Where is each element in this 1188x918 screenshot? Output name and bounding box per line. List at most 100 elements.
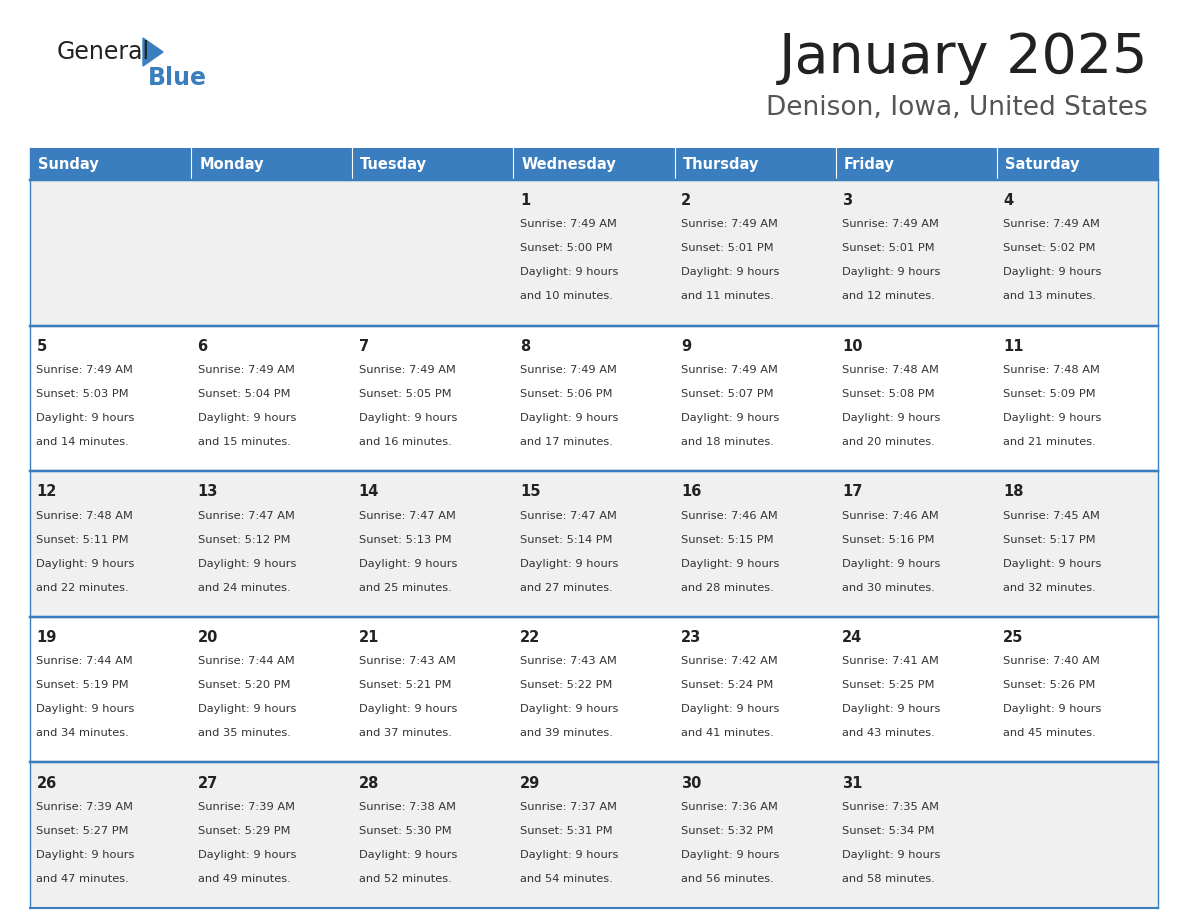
Text: Monday: Monday (200, 156, 264, 172)
Text: Sunrise: 7:44 AM: Sunrise: 7:44 AM (197, 656, 295, 666)
Bar (353, 180, 513, 326)
Text: Sunset: 5:32 PM: Sunset: 5:32 PM (681, 825, 773, 835)
Text: 2: 2 (681, 193, 691, 208)
Text: Sunset: 5:14 PM: Sunset: 5:14 PM (520, 534, 612, 544)
Text: Daylight: 9 hours: Daylight: 9 hours (842, 558, 941, 568)
Text: Sunrise: 7:49 AM: Sunrise: 7:49 AM (520, 219, 617, 230)
Text: and 35 minutes.: and 35 minutes. (197, 728, 290, 738)
Text: Daylight: 9 hours: Daylight: 9 hours (842, 267, 941, 277)
Text: Sunrise: 7:49 AM: Sunrise: 7:49 AM (681, 365, 778, 375)
Text: 25: 25 (1004, 630, 1024, 645)
Text: Sunset: 5:03 PM: Sunset: 5:03 PM (37, 389, 129, 399)
Text: Sunrise: 7:36 AM: Sunrise: 7:36 AM (681, 801, 778, 812)
Text: Daylight: 9 hours: Daylight: 9 hours (681, 413, 779, 423)
Bar (30, 148, 191, 180)
Bar (191, 180, 353, 326)
Text: 14: 14 (359, 485, 379, 499)
Bar (835, 180, 997, 326)
Text: Sunset: 5:01 PM: Sunset: 5:01 PM (681, 243, 773, 253)
Text: Sunrise: 7:46 AM: Sunrise: 7:46 AM (842, 510, 939, 521)
Text: 11: 11 (1004, 339, 1024, 353)
Text: 29: 29 (520, 776, 541, 790)
Text: Sunset: 5:08 PM: Sunset: 5:08 PM (842, 389, 935, 399)
Text: and 34 minutes.: and 34 minutes. (37, 728, 129, 738)
Text: Sunrise: 7:45 AM: Sunrise: 7:45 AM (1004, 510, 1100, 521)
Text: Wednesday: Wednesday (522, 156, 617, 172)
Text: Daylight: 9 hours: Daylight: 9 hours (37, 558, 134, 568)
Text: and 32 minutes.: and 32 minutes. (1004, 583, 1097, 593)
Text: Sunset: 5:12 PM: Sunset: 5:12 PM (197, 534, 290, 544)
Text: and 21 minutes.: and 21 minutes. (1004, 437, 1097, 447)
Text: and 58 minutes.: and 58 minutes. (842, 874, 935, 884)
Bar (997, 763, 1158, 908)
Text: 30: 30 (681, 776, 701, 790)
Text: and 56 minutes.: and 56 minutes. (681, 874, 773, 884)
Text: Sunset: 5:11 PM: Sunset: 5:11 PM (37, 534, 129, 544)
Text: and 43 minutes.: and 43 minutes. (842, 728, 935, 738)
Text: 20: 20 (197, 630, 217, 645)
Text: 5: 5 (37, 339, 46, 353)
Text: Sunrise: 7:39 AM: Sunrise: 7:39 AM (197, 801, 295, 812)
Text: Daylight: 9 hours: Daylight: 9 hours (197, 704, 296, 714)
Text: 7: 7 (359, 339, 368, 353)
Text: Daylight: 9 hours: Daylight: 9 hours (197, 850, 296, 860)
Text: Sunrise: 7:49 AM: Sunrise: 7:49 AM (681, 219, 778, 230)
Text: Sunset: 5:00 PM: Sunset: 5:00 PM (520, 243, 613, 253)
Text: and 14 minutes.: and 14 minutes. (37, 437, 129, 447)
Text: Daylight: 9 hours: Daylight: 9 hours (359, 850, 457, 860)
Text: 9: 9 (681, 339, 691, 353)
Bar (30, 180, 191, 326)
Text: Sunrise: 7:49 AM: Sunrise: 7:49 AM (842, 219, 939, 230)
Bar (835, 471, 997, 617)
Text: Sunset: 5:15 PM: Sunset: 5:15 PM (681, 534, 773, 544)
Text: Tuesday: Tuesday (360, 156, 428, 172)
Text: and 30 minutes.: and 30 minutes. (842, 583, 935, 593)
Text: Sunset: 5:27 PM: Sunset: 5:27 PM (37, 825, 129, 835)
Text: Sunday: Sunday (38, 156, 99, 172)
Text: and 20 minutes.: and 20 minutes. (842, 437, 935, 447)
Text: Daylight: 9 hours: Daylight: 9 hours (359, 704, 457, 714)
Bar (675, 763, 835, 908)
Text: Daylight: 9 hours: Daylight: 9 hours (37, 850, 134, 860)
Text: Daylight: 9 hours: Daylight: 9 hours (520, 850, 618, 860)
Text: 28: 28 (359, 776, 379, 790)
Text: Sunset: 5:09 PM: Sunset: 5:09 PM (1004, 389, 1095, 399)
Text: 24: 24 (842, 630, 862, 645)
Text: Daylight: 9 hours: Daylight: 9 hours (37, 704, 134, 714)
Polygon shape (143, 38, 163, 66)
Text: Daylight: 9 hours: Daylight: 9 hours (842, 704, 941, 714)
Bar (513, 180, 675, 326)
Text: Sunset: 5:31 PM: Sunset: 5:31 PM (520, 825, 613, 835)
Text: 22: 22 (520, 630, 541, 645)
Text: Sunset: 5:30 PM: Sunset: 5:30 PM (359, 825, 451, 835)
Text: Daylight: 9 hours: Daylight: 9 hours (1004, 267, 1101, 277)
Text: and 37 minutes.: and 37 minutes. (359, 728, 451, 738)
Text: Daylight: 9 hours: Daylight: 9 hours (842, 413, 941, 423)
Bar (191, 471, 353, 617)
Text: Sunset: 5:19 PM: Sunset: 5:19 PM (37, 680, 129, 690)
Text: and 25 minutes.: and 25 minutes. (359, 583, 451, 593)
Text: 27: 27 (197, 776, 217, 790)
Text: Sunset: 5:22 PM: Sunset: 5:22 PM (520, 680, 612, 690)
Bar (191, 326, 353, 471)
Text: 3: 3 (842, 193, 852, 208)
Bar (30, 471, 191, 617)
Bar (353, 763, 513, 908)
Text: and 45 minutes.: and 45 minutes. (1004, 728, 1097, 738)
Bar (353, 617, 513, 763)
Text: Daylight: 9 hours: Daylight: 9 hours (359, 413, 457, 423)
Text: and 18 minutes.: and 18 minutes. (681, 437, 773, 447)
Text: Sunset: 5:05 PM: Sunset: 5:05 PM (359, 389, 451, 399)
Bar (30, 326, 191, 471)
Text: Sunset: 5:29 PM: Sunset: 5:29 PM (197, 825, 290, 835)
Text: Sunrise: 7:49 AM: Sunrise: 7:49 AM (1004, 219, 1100, 230)
Text: Sunrise: 7:46 AM: Sunrise: 7:46 AM (681, 510, 778, 521)
Text: Sunrise: 7:47 AM: Sunrise: 7:47 AM (359, 510, 456, 521)
Text: 26: 26 (37, 776, 57, 790)
Text: Daylight: 9 hours: Daylight: 9 hours (842, 850, 941, 860)
Text: and 15 minutes.: and 15 minutes. (197, 437, 290, 447)
Text: Daylight: 9 hours: Daylight: 9 hours (520, 413, 618, 423)
Text: 8: 8 (520, 339, 530, 353)
Text: Daylight: 9 hours: Daylight: 9 hours (1004, 413, 1101, 423)
Text: Sunrise: 7:37 AM: Sunrise: 7:37 AM (520, 801, 617, 812)
